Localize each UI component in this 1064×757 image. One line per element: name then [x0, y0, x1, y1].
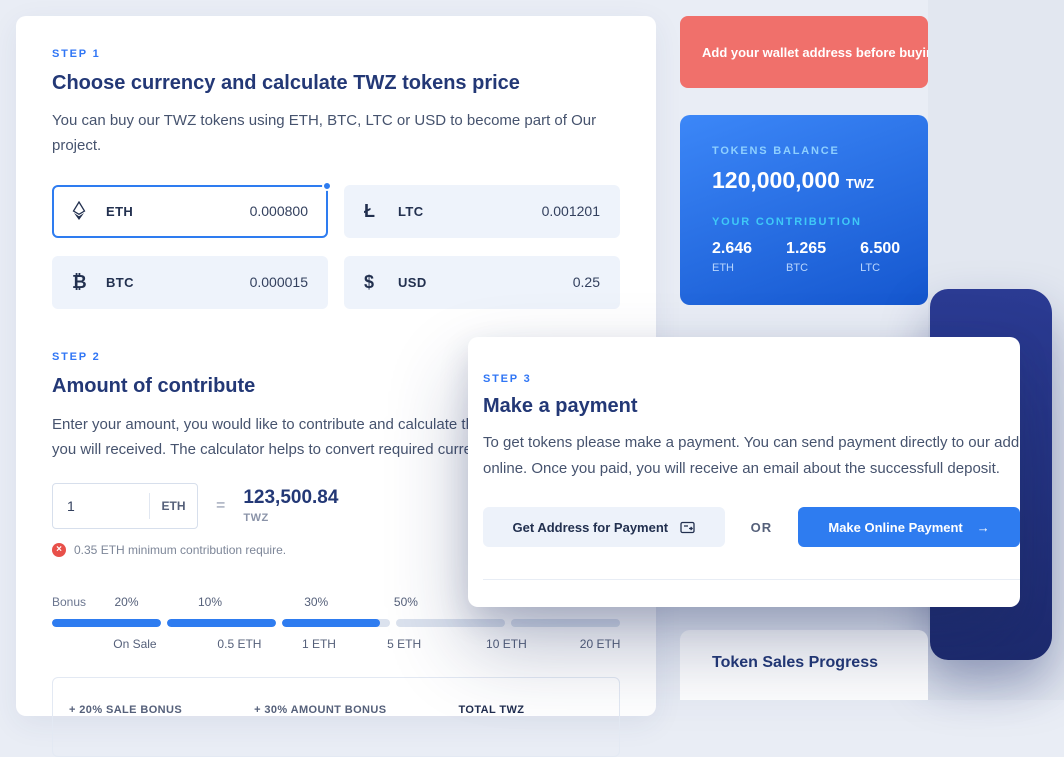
progress-segment [511, 618, 620, 627]
milestone-label: On Sale [113, 636, 157, 651]
result-unit: TWZ [243, 512, 269, 524]
total-twz-label: TOTAL TWZ [458, 703, 525, 716]
progress-segment [52, 618, 161, 627]
pay-button-label: Make Online Payment [828, 519, 963, 535]
ethereum-icon [72, 201, 106, 221]
currency-rate: 0.000015 [249, 274, 308, 290]
amount-input[interactable] [53, 497, 149, 514]
milestone-label: 5 ETH [387, 636, 422, 651]
currency-option-eth[interactable]: ETH 0.000800 [52, 180, 332, 238]
get-address-button[interactable]: Get Address for Payment [483, 507, 725, 547]
bonus-progress: Bonus 20% 10% 30% 50% On Sale 0.5 ETH 1 … [52, 595, 620, 653]
step3-description-line2: online. Once you paid, you will receive … [483, 459, 1000, 477]
milestone-label: 0.5 ETH [217, 636, 262, 651]
contribution-value: 2.646 [712, 240, 753, 257]
minimum-contribution-note: × 0.35 ETH minimum contribution require. [52, 542, 620, 557]
arrow-right-icon: → [976, 519, 990, 535]
currency-rate: 0.25 [572, 274, 600, 290]
bonus-label: Bonus [52, 594, 87, 609]
sale-bonus-label: + 20% SALE BONUS [69, 703, 183, 716]
currency-code: USD [398, 274, 427, 290]
currency-grid: ETH 0.000800 Ł LTC 0.001201 ₿ BTC 0.0000… [52, 180, 620, 309]
currency-code: LTC [398, 203, 424, 219]
section-divider [483, 579, 1020, 580]
amount-input-box: ETH [52, 482, 198, 529]
step1-description: You can buy our TWZ tokens using ETH, BT… [52, 112, 597, 154]
bonus-tier-labels: Bonus 20% 10% 30% 50% [52, 595, 620, 611]
or-separator: OR [750, 519, 773, 535]
step3-label: STEP 3 [483, 373, 532, 385]
bonus-tier: 30% [304, 594, 329, 609]
step3-description-line1: To get tokens please make a payment. You… [483, 434, 1020, 451]
step3-title: Make a payment [483, 395, 638, 417]
currency-option-ltc[interactable]: Ł LTC 0.001201 [344, 184, 620, 238]
contribution-item: 1.265 BTC [786, 240, 826, 274]
token-sales-progress-title: Token Sales Progress [712, 654, 878, 671]
tokens-balance-label: TOKENS BALANCE [712, 145, 840, 157]
bonus-summary-box: + 20% SALE BONUS + 30% AMOUNT BONUS TOTA… [52, 676, 620, 757]
alert-text: Add your wallet address before buying [702, 44, 928, 60]
payment-actions-row: Get Address for Payment OR Make Online P… [483, 507, 1020, 547]
bonus-tier: 50% [393, 594, 418, 609]
step1-label: STEP 1 [52, 48, 101, 60]
contribution-row: 2.646 ETH 1.265 BTC 6.500 LTC [712, 240, 928, 274]
bonus-progress-bar [52, 618, 620, 627]
contribution-value: 6.500 [860, 240, 901, 257]
get-address-label: Get Address for Payment [512, 519, 669, 535]
contribution-item: 2.646 ETH [712, 240, 752, 274]
bonus-tier: 20% [114, 594, 139, 609]
bonus-milestones: On Sale 0.5 ETH 1 ETH 5 ETH 10 ETH 20 ET… [52, 637, 620, 653]
error-icon: × [52, 542, 66, 557]
equals-sign: = [216, 496, 226, 514]
contribution-item: 6.500 LTC [860, 240, 900, 274]
payment-panel: STEP 3 Make a payment To get tokens plea… [468, 337, 1020, 607]
tokens-balance-value: 120,000,000 [712, 167, 840, 193]
currency-option-btc[interactable]: ₿ BTC 0.000015 [52, 255, 328, 309]
contribution-value: 1.265 [786, 240, 827, 257]
your-contribution-label: YOUR CONTRIBUTION [712, 216, 862, 228]
input-divider [149, 492, 150, 519]
tokens-balance-value-row: 120,000,000 TWZ [712, 167, 928, 194]
milestone-label: 20 ETH [579, 636, 621, 651]
contribution-unit: LTC [860, 262, 881, 274]
contribution-unit: ETH [712, 262, 734, 274]
step2-description-line2: you will received. The calculator helps … [52, 441, 577, 458]
currency-rate: 0.000800 [249, 203, 308, 219]
address-card-icon [680, 521, 695, 534]
contribution-unit: BTC [786, 262, 809, 274]
minimum-note-text: 0.35 ETH minimum contribution require. [74, 542, 287, 557]
milestone-label: 10 ETH [486, 636, 527, 651]
currency-rate: 0.001201 [541, 203, 600, 219]
tokens-balance-card: TOKENS BALANCE 120,000,000 TWZ YOUR CONTR… [680, 115, 928, 305]
litecoin-icon: Ł [364, 200, 375, 221]
token-sales-progress-card: Token Sales Progress [680, 630, 928, 700]
selected-indicator-dot [322, 180, 332, 191]
wallet-address-alert[interactable]: Add your wallet address before buying [680, 16, 928, 88]
milestone-label: 1 ETH [301, 636, 336, 651]
bitcoin-icon: ₿ [72, 271, 87, 292]
currency-code: ETH [106, 203, 134, 219]
amount-bonus-label: + 30% AMOUNT BONUS [254, 703, 387, 716]
make-online-payment-button[interactable]: Make Online Payment → [798, 507, 1020, 547]
result-value: 123,500.84 [243, 487, 339, 508]
calculator-row: ETH = 123,500.84 TWZ [52, 482, 620, 529]
step2-title: Amount of contribute [52, 374, 256, 397]
amount-unit-label: ETH [161, 498, 186, 513]
step2-description-line1: Enter your amount, you would like to con… [52, 415, 590, 433]
step2-label: STEP 2 [52, 350, 101, 363]
bonus-tier: 10% [197, 594, 222, 609]
tokens-balance-unit: TWZ [845, 176, 875, 191]
currency-option-usd[interactable]: $ USD 0.25 [344, 255, 620, 309]
step1-title: Choose currency and calculate TWZ tokens… [52, 72, 520, 94]
dollar-icon: $ [364, 271, 375, 292]
progress-segment [396, 618, 506, 627]
progress-segment [166, 618, 276, 627]
currency-code: BTC [106, 274, 134, 290]
progress-segment [281, 618, 391, 627]
conversion-result: 123,500.84 TWZ [243, 487, 338, 524]
